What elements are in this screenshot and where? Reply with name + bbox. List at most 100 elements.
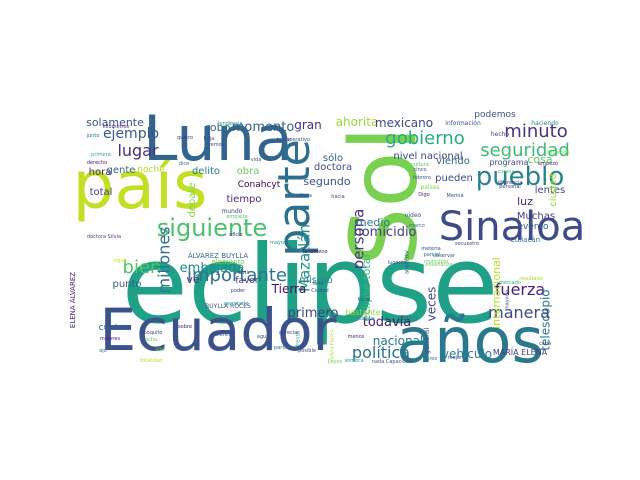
word: justicia (356, 316, 375, 322)
word: cuatro (99, 323, 128, 333)
word: tendencia (218, 121, 243, 127)
word: doctora (314, 162, 352, 173)
word: sobre (178, 324, 192, 330)
word: mexicano (375, 116, 433, 130)
word: sombra (345, 358, 364, 364)
word: nivel nacional (393, 151, 462, 162)
word: política (352, 343, 410, 362)
word: noche (137, 165, 165, 175)
word: vemos (208, 142, 225, 148)
word: mayoría (504, 290, 511, 310)
word: gente (107, 165, 136, 176)
word: poder (231, 288, 246, 294)
word: países (420, 184, 439, 191)
word: cada (539, 341, 551, 347)
word: creo (427, 356, 438, 362)
word: MARÍA ELENA (493, 346, 548, 357)
word: empieza (226, 214, 247, 220)
word: obra (237, 166, 260, 177)
word: junto (86, 133, 100, 139)
word: veces (425, 287, 439, 322)
word: ÁLVAREZ BUYLLA (188, 251, 249, 260)
word: seguridad (480, 140, 570, 161)
word: pueblo (476, 162, 565, 192)
word: pueden (435, 173, 473, 184)
word: haciendo (531, 120, 559, 127)
word: hacia (331, 194, 344, 200)
word: agua (257, 334, 269, 340)
word: quiero (177, 135, 193, 141)
word: ejemplo (103, 126, 159, 142)
word: enseñanza (425, 262, 452, 268)
word: BUYLLA ROCES (205, 303, 251, 310)
word: mayor (270, 240, 287, 246)
word: delito (192, 166, 220, 177)
word: minuto (504, 121, 567, 142)
word: cosa (527, 153, 552, 166)
word: total (90, 187, 113, 198)
word: violencia (211, 332, 233, 338)
word: poquito (144, 330, 163, 336)
word: kilómetros (103, 123, 130, 130)
word: fuerza (495, 280, 545, 299)
word: Situación (546, 149, 569, 156)
word: segundo (303, 175, 350, 188)
word: lentes (535, 185, 566, 196)
word: apreciar (279, 330, 300, 336)
word: baja (204, 136, 215, 142)
word: derecho (87, 160, 107, 166)
word: viendo (436, 156, 470, 167)
word: ojo (99, 348, 107, 354)
word: menos (348, 334, 365, 340)
word: diferencia (498, 180, 523, 186)
word: Conahcyt (238, 180, 281, 190)
word: observar (433, 253, 456, 259)
word: ahorita (336, 115, 379, 129)
word: frente (296, 332, 302, 347)
word: manera (488, 303, 550, 322)
word: internacional (490, 257, 503, 329)
word: Tierra (271, 282, 307, 296)
word: país (72, 147, 207, 224)
word: Ciudad (311, 288, 328, 294)
word: parcial (424, 252, 441, 258)
word: vida (251, 157, 262, 163)
word: febrero (413, 175, 431, 181)
word: todavía (363, 315, 412, 330)
word: siguiente (157, 214, 267, 242)
word: años (396, 304, 544, 377)
word: general (423, 328, 431, 355)
word: nacional (373, 334, 424, 348)
word: municipio (424, 259, 448, 265)
word: solamente (86, 116, 144, 129)
word: favor (235, 276, 259, 286)
word: video (405, 212, 422, 219)
word: telescopio (539, 289, 553, 350)
word: meteria (421, 246, 441, 252)
word: mismo (299, 275, 333, 286)
word: sigue (113, 258, 126, 264)
word: personal (499, 184, 521, 190)
word: fiscal (358, 297, 371, 303)
word: gran (294, 118, 322, 132)
word: mujeres (100, 336, 121, 342)
word: gobierno (385, 128, 464, 149)
word: Sol (330, 126, 437, 266)
word: parte (269, 139, 320, 256)
word: dice (179, 161, 189, 167)
word: Dígo (418, 191, 429, 198)
word: momento (232, 120, 295, 135)
word: peso (398, 314, 417, 323)
word: ELENA ÁLVAREZ (68, 272, 77, 328)
word: Culiacán (510, 236, 540, 244)
word: bien (123, 257, 162, 278)
word: alrededor (405, 249, 411, 274)
word: empezó (538, 160, 558, 167)
word: cultura (411, 162, 429, 168)
word: eclipse (121, 223, 498, 348)
word: Muchas (517, 211, 555, 222)
word: debate (187, 182, 198, 217)
word: primero (288, 306, 339, 321)
word: cinco (413, 167, 426, 173)
